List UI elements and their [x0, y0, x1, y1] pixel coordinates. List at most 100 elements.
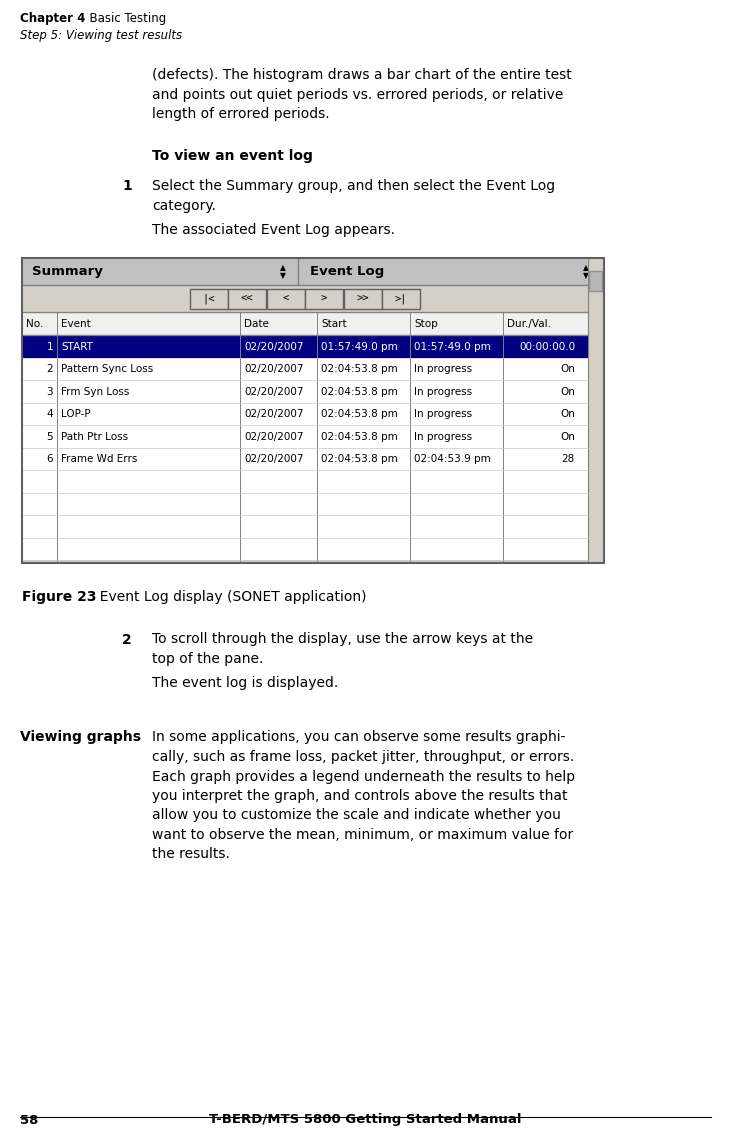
Text: The event log is displayed.: The event log is displayed.: [152, 676, 338, 691]
Text: Summary: Summary: [32, 265, 103, 278]
Bar: [22, 380, 588, 403]
Text: 01:57:49.0 pm: 01:57:49.0 pm: [321, 341, 398, 352]
Text: Each graph provides a legend underneath the results to help: Each graph provides a legend underneath …: [152, 769, 575, 783]
Text: want to observe the mean, minimum, or maximum value for: want to observe the mean, minimum, or ma…: [152, 828, 573, 842]
Text: On: On: [560, 364, 575, 374]
Text: <<: <<: [240, 294, 253, 304]
Bar: [305, 289, 343, 308]
Text: In progress: In progress: [414, 364, 472, 374]
Text: Date: Date: [244, 319, 269, 329]
Text: On: On: [560, 387, 575, 397]
Text: In progress: In progress: [414, 431, 472, 442]
Text: 2: 2: [46, 364, 53, 374]
Bar: [22, 312, 588, 336]
Text: LOP-P: LOP-P: [61, 410, 91, 419]
Bar: [22, 538, 588, 561]
Text: 02/20/2007: 02/20/2007: [244, 431, 303, 442]
Text: the results.: the results.: [152, 848, 230, 861]
Text: 5: 5: [46, 431, 53, 442]
Bar: [228, 289, 266, 308]
Text: 02/20/2007: 02/20/2007: [244, 387, 303, 397]
Text: allow you to customize the scale and indicate whether you: allow you to customize the scale and ind…: [152, 808, 561, 823]
Text: you interpret the graph, and controls above the results that: you interpret the graph, and controls ab…: [152, 789, 567, 803]
Text: Frame Wd Errs: Frame Wd Errs: [61, 454, 137, 464]
Bar: [22, 358, 588, 380]
Bar: [22, 258, 604, 562]
Text: >|: >|: [395, 294, 407, 304]
Text: 4: 4: [46, 410, 53, 419]
Text: 02:04:53.8 pm: 02:04:53.8 pm: [321, 364, 398, 374]
Text: <: <: [282, 294, 289, 304]
Text: Figure 23: Figure 23: [22, 591, 96, 604]
Text: >: >: [321, 294, 327, 304]
Text: Basic Testing: Basic Testing: [82, 13, 166, 25]
Bar: [22, 426, 588, 448]
Text: Step 5: Viewing test results: Step 5: Viewing test results: [20, 28, 182, 41]
Text: 02/20/2007: 02/20/2007: [244, 410, 303, 419]
Text: Stop: Stop: [414, 319, 438, 329]
Text: ▲: ▲: [280, 263, 286, 272]
Text: ▲: ▲: [583, 263, 589, 272]
Text: Path Ptr Loss: Path Ptr Loss: [61, 431, 128, 442]
Text: In progress: In progress: [414, 410, 472, 419]
Text: In progress: In progress: [414, 387, 472, 397]
Text: Select the Summary group, and then select the Event Log: Select the Summary group, and then selec…: [152, 179, 555, 193]
Text: To view an event log: To view an event log: [152, 149, 313, 163]
Bar: [22, 336, 588, 358]
Bar: [22, 448, 588, 470]
Text: top of the pane.: top of the pane.: [152, 652, 263, 666]
Text: and points out quiet periods vs. errored periods, or relative: and points out quiet periods vs. errored…: [152, 88, 564, 101]
Bar: [22, 284, 588, 312]
Text: 02:04:53.8 pm: 02:04:53.8 pm: [321, 410, 398, 419]
Text: 02/20/2007: 02/20/2007: [244, 364, 303, 374]
Bar: [298, 258, 587, 284]
Text: The associated Event Log appears.: The associated Event Log appears.: [152, 223, 395, 237]
Bar: [22, 470, 588, 493]
Text: 2: 2: [122, 633, 132, 646]
Text: category.: category.: [152, 198, 216, 213]
Text: 02:04:53.8 pm: 02:04:53.8 pm: [321, 454, 398, 464]
Text: ▼: ▼: [280, 271, 286, 280]
Bar: [588, 271, 602, 291]
Text: ▼: ▼: [583, 271, 589, 280]
Text: 1: 1: [122, 179, 132, 193]
Text: 58: 58: [20, 1113, 38, 1127]
Text: To scroll through the display, use the arrow keys at the: To scroll through the display, use the a…: [152, 633, 533, 646]
Bar: [344, 289, 382, 308]
Text: On: On: [560, 431, 575, 442]
Text: Pattern Sync Loss: Pattern Sync Loss: [61, 364, 154, 374]
Text: >>: >>: [356, 294, 368, 304]
Text: Event Log display (SONET application): Event Log display (SONET application): [91, 591, 366, 604]
Text: 00:00:00.0: 00:00:00.0: [519, 341, 575, 352]
Bar: [382, 289, 420, 308]
Text: 3: 3: [46, 387, 53, 397]
Text: T-BERD/MTS 5800 Getting Started Manual: T-BERD/MTS 5800 Getting Started Manual: [209, 1113, 522, 1127]
Text: Dur./Val.: Dur./Val.: [507, 319, 551, 329]
Bar: [22, 493, 588, 516]
Text: length of errored periods.: length of errored periods.: [152, 107, 330, 121]
Text: Start: Start: [321, 319, 346, 329]
Text: Event: Event: [61, 319, 91, 329]
Text: 28: 28: [561, 454, 575, 464]
Text: cally, such as frame loss, packet jitter, throughput, or errors.: cally, such as frame loss, packet jitter…: [152, 750, 575, 764]
Text: (defects). The histogram draws a bar chart of the entire test: (defects). The histogram draws a bar cha…: [152, 68, 572, 82]
Text: 01:57:49.0 pm: 01:57:49.0 pm: [414, 341, 491, 352]
Text: No.: No.: [26, 319, 43, 329]
Text: 6: 6: [46, 454, 53, 464]
Text: 02:04:53.8 pm: 02:04:53.8 pm: [321, 387, 398, 397]
Text: START: START: [61, 341, 93, 352]
Bar: [267, 289, 305, 308]
Text: 02/20/2007: 02/20/2007: [244, 454, 303, 464]
Bar: [22, 258, 604, 562]
Text: 02/20/2007: 02/20/2007: [244, 341, 303, 352]
Text: 02:04:53.8 pm: 02:04:53.8 pm: [321, 431, 398, 442]
Text: Viewing graphs: Viewing graphs: [20, 731, 141, 744]
Text: |<: |<: [202, 294, 215, 304]
Text: 02:04:53.9 pm: 02:04:53.9 pm: [414, 454, 491, 464]
Text: Frm Syn Loss: Frm Syn Loss: [61, 387, 129, 397]
Text: 1: 1: [46, 341, 53, 352]
Text: In some applications, you can observe some results graphi-: In some applications, you can observe so…: [152, 731, 566, 744]
Bar: [22, 403, 588, 426]
Bar: [588, 258, 603, 562]
Text: On: On: [560, 410, 575, 419]
